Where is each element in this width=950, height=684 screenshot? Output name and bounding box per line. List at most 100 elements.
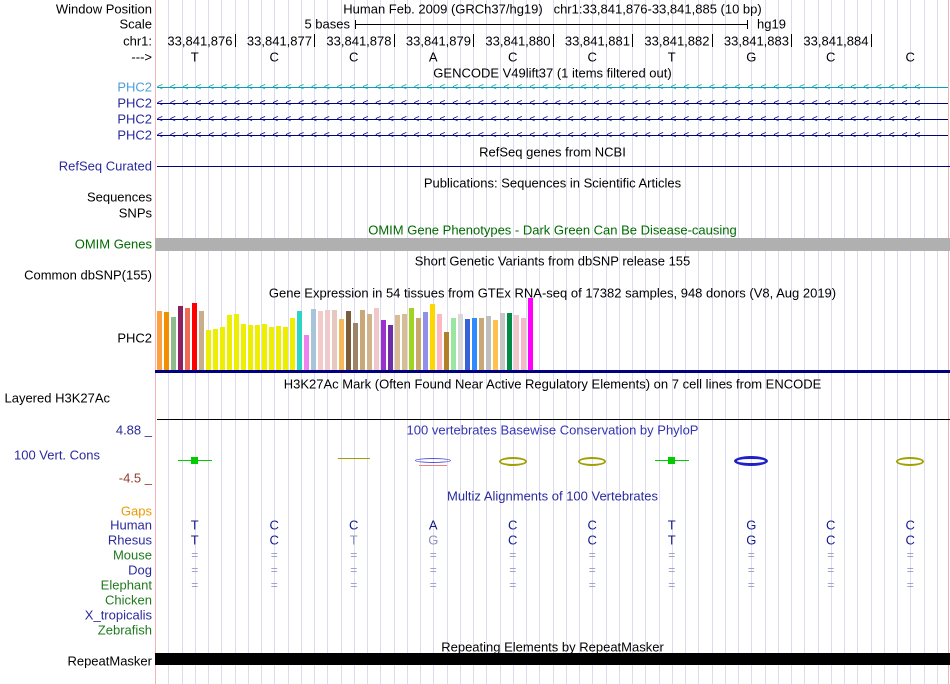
species-label-mouse[interactable]: Mouse: [112, 547, 152, 563]
gtex-bar[interactable]: [521, 318, 526, 371]
gencode-gene-label[interactable]: PHC2: [117, 79, 152, 95]
layered-h3k27ac-label[interactable]: Layered H3K27Ac: [4, 390, 110, 406]
gtex-bar[interactable]: [416, 318, 421, 371]
gtex-bar[interactable]: [500, 313, 505, 371]
gencode-gene-label[interactable]: PHC2: [117, 111, 152, 127]
gencode-gene-line[interactable]: [157, 119, 948, 120]
reference-base: C: [269, 49, 279, 65]
gtex-bar[interactable]: [528, 298, 533, 371]
alignment-identity-mark: =: [270, 578, 278, 592]
gtex-bar[interactable]: [311, 309, 316, 371]
conservation-track-label[interactable]: 100 Vert. Cons: [14, 447, 100, 463]
gencode-strand-chevrons: <<<<<<<<<<<<<<<<<<<<<<<<<<<<<<<<<<<<<<<<…: [157, 99, 928, 108]
gtex-bar[interactable]: [241, 324, 246, 371]
gtex-bar[interactable]: [402, 314, 407, 371]
repeatmasker-label[interactable]: RepeatMasker: [67, 653, 152, 669]
gtex-bar[interactable]: [171, 317, 176, 371]
refseq-curated-label[interactable]: RefSeq Curated: [58, 158, 152, 174]
gtex-bar[interactable]: [493, 320, 498, 371]
species-label-dog[interactable]: Dog: [128, 562, 152, 578]
gtex-bar[interactable]: [388, 325, 393, 371]
gtex-bar[interactable]: [185, 308, 190, 371]
scale-value: 5 bases: [304, 16, 350, 32]
alignment-identity-mark: =: [350, 548, 358, 562]
gtex-gene-label[interactable]: PHC2: [117, 330, 152, 346]
gtex-bar[interactable]: [367, 314, 372, 371]
alignment-base: C: [905, 517, 915, 533]
gencode-gene-line[interactable]: [157, 87, 948, 88]
ruler-tick: [473, 34, 474, 47]
species-label-human[interactable]: Human: [110, 517, 152, 533]
gtex-bar[interactable]: [304, 335, 309, 371]
gtex-bar[interactable]: [507, 313, 512, 371]
gtex-bar[interactable]: [206, 330, 211, 371]
common-dbsnp-label[interactable]: Common dbSNP(155): [24, 267, 152, 283]
gtex-bar[interactable]: [290, 318, 295, 371]
gtex-bar[interactable]: [220, 327, 225, 371]
gtex-bar[interactable]: [234, 314, 239, 371]
gencode-gene-label[interactable]: PHC2: [117, 95, 152, 111]
gtex-bar[interactable]: [164, 312, 169, 371]
gaps-row-label[interactable]: Gaps: [120, 503, 152, 519]
gtex-bar[interactable]: [157, 311, 162, 371]
gtex-bar[interactable]: [255, 325, 260, 371]
gtex-bar[interactable]: [318, 311, 323, 371]
gtex-bar[interactable]: [199, 311, 204, 371]
gtex-bar[interactable]: [192, 303, 197, 371]
repeatmasker-element-bar[interactable]: [155, 653, 950, 665]
h3k27ac-track-title: H3K27Ac Mark (Often Found Near Active Re…: [283, 376, 822, 392]
gridline: [658, 0, 660, 684]
gencode-gene-label[interactable]: PHC2: [117, 127, 152, 143]
h3k27ac-baseline: [157, 419, 950, 420]
gtex-bar[interactable]: [465, 319, 470, 371]
gtex-bar[interactable]: [262, 324, 267, 371]
gtex-bar[interactable]: [458, 314, 463, 371]
omim-gene-bar[interactable]: [155, 238, 950, 251]
gtex-bar[interactable]: [479, 318, 484, 371]
gtex-bar[interactable]: [353, 323, 358, 371]
gtex-bar[interactable]: [430, 304, 435, 371]
gtex-bar[interactable]: [395, 315, 400, 371]
gtex-bar[interactable]: [325, 310, 330, 371]
gencode-gene-line[interactable]: [157, 135, 948, 136]
omim-genes-label[interactable]: OMIM Genes: [74, 236, 152, 252]
gtex-bar[interactable]: [283, 327, 288, 371]
gtex-bar[interactable]: [514, 315, 519, 371]
species-label-rhesus[interactable]: Rhesus: [107, 532, 152, 548]
gtex-bar[interactable]: [444, 332, 449, 371]
gridline: [605, 0, 607, 684]
gtex-bar[interactable]: [248, 325, 253, 371]
alignment-identity-mark: =: [350, 563, 358, 577]
gtex-bar[interactable]: [409, 308, 414, 371]
cons-mark-T-box: [667, 457, 675, 464]
gtex-bar[interactable]: [269, 327, 274, 371]
gtex-bar[interactable]: [297, 311, 302, 371]
repeatmasker-track-title: Repeating Elements by RepeatMasker: [441, 639, 664, 655]
species-label-elephant[interactable]: Elephant: [100, 577, 152, 593]
gtex-bar[interactable]: [339, 319, 344, 371]
gtex-bar[interactable]: [437, 314, 442, 371]
gridline: [512, 0, 514, 684]
gtex-bar[interactable]: [451, 318, 456, 371]
gtex-bar[interactable]: [360, 310, 365, 371]
gtex-bar[interactable]: [213, 329, 218, 371]
gtex-bar[interactable]: [346, 311, 351, 371]
species-label-chicken[interactable]: Chicken: [105, 592, 152, 608]
gtex-bar[interactable]: [276, 326, 281, 371]
snps-label[interactable]: SNPs: [118, 205, 152, 221]
species-label-zebrafish[interactable]: Zebrafish: [97, 622, 152, 638]
refseq-gene-line[interactable]: [157, 166, 950, 167]
title-gap: [543, 2, 554, 17]
gencode-track-title: GENCODE V49lift37 (1 items filtered out): [433, 65, 672, 81]
gtex-bar[interactable]: [178, 306, 183, 371]
gtex-bar[interactable]: [332, 310, 337, 371]
gtex-bar[interactable]: [381, 320, 386, 371]
gtex-bar[interactable]: [374, 308, 379, 371]
gtex-bar[interactable]: [472, 318, 477, 371]
species-label-x_tropicalis[interactable]: X_tropicalis: [84, 607, 152, 623]
gtex-bar[interactable]: [227, 315, 232, 371]
gencode-gene-line[interactable]: [157, 103, 948, 104]
gtex-bar[interactable]: [423, 312, 428, 371]
gtex-bar[interactable]: [486, 316, 491, 371]
sequences-label[interactable]: Sequences: [86, 189, 152, 205]
